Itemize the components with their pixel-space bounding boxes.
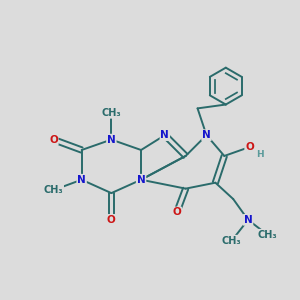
- Text: O: O: [172, 207, 181, 218]
- Text: CH₃: CH₃: [101, 108, 121, 118]
- Text: CH₃: CH₃: [258, 230, 277, 240]
- Text: N: N: [160, 130, 169, 140]
- Text: N: N: [202, 130, 211, 140]
- Text: H: H: [256, 150, 264, 159]
- Text: N: N: [137, 175, 146, 185]
- Text: N: N: [244, 215, 253, 225]
- Text: O: O: [49, 135, 58, 145]
- Text: CH₃: CH₃: [44, 185, 63, 195]
- Text: N: N: [77, 175, 86, 185]
- Text: O: O: [107, 215, 116, 225]
- Text: CH₃: CH₃: [222, 236, 242, 246]
- Text: O: O: [245, 142, 254, 152]
- Text: N: N: [107, 135, 116, 145]
